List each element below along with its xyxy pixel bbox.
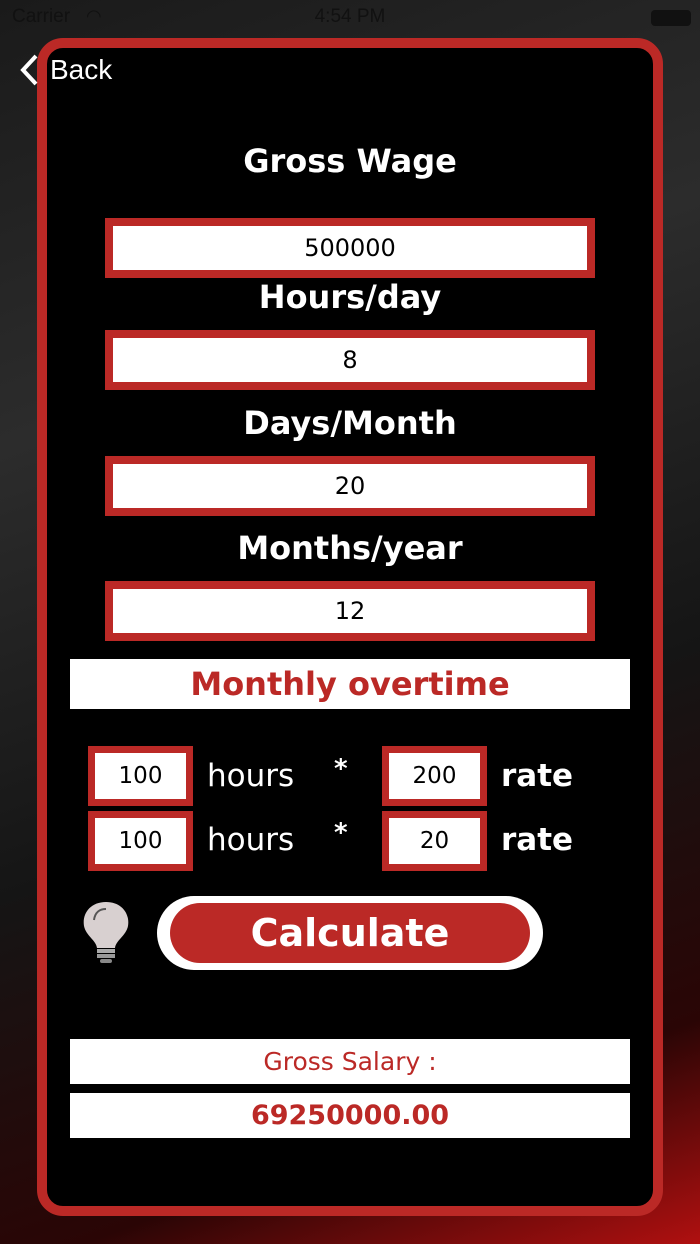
gross-wage-label: Gross Wage (243, 142, 457, 180)
overtime-hours-input-1[interactable] (88, 746, 193, 806)
hours-label: hours (207, 758, 295, 794)
multiply-sign: * (334, 818, 348, 848)
gross-salary-label: Gross Salary : (70, 1039, 630, 1084)
hours-day-label: Hours/day (258, 278, 442, 316)
calculate-label: Calculate (170, 903, 530, 963)
wifi-icon: ◠ (86, 6, 102, 27)
back-label: Back (50, 54, 113, 85)
calculate-button[interactable]: Calculate (157, 896, 543, 970)
multiply-sign: * (334, 754, 348, 784)
months-year-label: Months/year (237, 529, 463, 567)
months-year-input[interactable] (105, 581, 595, 641)
back-button[interactable]: Back (20, 54, 112, 86)
rate-label: rate (501, 822, 574, 858)
chevron-left-icon (20, 54, 38, 86)
rate-label: rate (501, 758, 574, 794)
monthly-overtime-header: Monthly overtime (70, 659, 630, 709)
battery-icon (651, 10, 691, 26)
hours-day-input[interactable] (105, 330, 595, 390)
gross-wage-input[interactable] (105, 218, 595, 278)
overtime-rate-input-1[interactable] (382, 746, 487, 806)
carrier-label: Carrier (12, 6, 71, 27)
overtime-rate-input-2[interactable] (382, 811, 487, 871)
hours-label: hours (207, 822, 295, 858)
status-time: 4:54 PM (314, 6, 386, 27)
lightbulb-icon[interactable] (80, 900, 132, 964)
overtime-hours-input-2[interactable] (88, 811, 193, 871)
days-month-input[interactable] (105, 456, 595, 516)
days-month-label: Days/Month (243, 404, 457, 442)
gross-salary-value: 69250000.00 (70, 1093, 630, 1138)
